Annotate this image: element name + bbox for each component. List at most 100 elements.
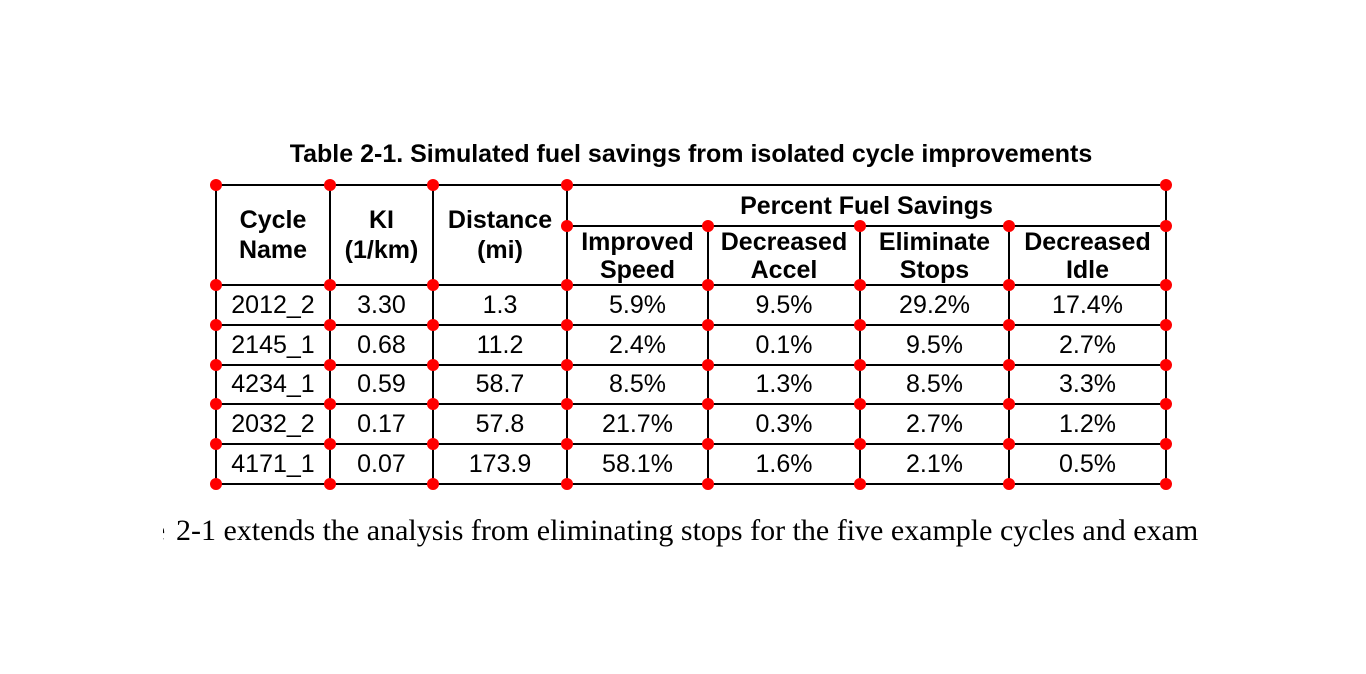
table-cell: 2.7% — [1059, 330, 1116, 359]
grid-intersection-dot — [854, 319, 866, 331]
grid-intersection-dot — [561, 438, 573, 450]
grid-intersection-dot — [1003, 438, 1015, 450]
grid-intersection-dot — [561, 279, 573, 291]
header-eliminate-stops: Eliminate Stops — [878, 227, 991, 284]
table-cell: 0.1% — [755, 330, 813, 359]
grid-intersection-dot — [1160, 438, 1172, 450]
table-cell: 29.2% — [899, 290, 970, 319]
grid-intersection-dot — [324, 279, 336, 291]
grid-intersection-dot — [702, 438, 714, 450]
table-grid-line — [215, 324, 1167, 326]
grid-intersection-dot — [854, 359, 866, 371]
grid-intersection-dot — [561, 319, 573, 331]
grid-intersection-dot — [561, 478, 573, 490]
header-decreased-idle: Decreased Idle — [1024, 227, 1151, 284]
table-grid-line — [215, 403, 1167, 405]
table-grid-line — [215, 184, 1167, 186]
header-improved-speed: Improved Speed — [581, 227, 694, 284]
table-cell: 0.3% — [755, 409, 813, 438]
table-cell: 1.2% — [1059, 409, 1116, 438]
table-grid-line — [215, 184, 217, 485]
table-cell: 21.7% — [602, 409, 673, 438]
grid-intersection-dot — [561, 359, 573, 371]
grid-intersection-dot — [210, 478, 222, 490]
table-cell: 3.30 — [357, 290, 406, 319]
table-cell: 9.5% — [906, 330, 963, 359]
grid-intersection-dot — [210, 279, 222, 291]
table-cell: 0.07 — [357, 449, 406, 478]
table-grid-line — [432, 184, 434, 485]
grid-intersection-dot — [1160, 220, 1172, 232]
grid-intersection-dot — [702, 319, 714, 331]
table-grid-line — [566, 184, 568, 485]
table-cell: 0.68 — [357, 330, 406, 359]
table-cell: 2145_1 — [231, 330, 315, 359]
table-cell: 5.9% — [609, 290, 666, 319]
grid-intersection-dot — [1003, 478, 1015, 490]
body-text: Table 2-1 extends the analysis from elimi… — [163, 512, 1198, 550]
grid-intersection-dot — [1160, 398, 1172, 410]
grid-intersection-dot — [324, 319, 336, 331]
table-cell: 9.5% — [755, 290, 813, 319]
grid-intersection-dot — [702, 220, 714, 232]
table-cell: 2012_2 — [231, 290, 315, 319]
grid-intersection-dot — [702, 279, 714, 291]
table-cell: 1.3% — [755, 370, 813, 398]
grid-intersection-dot — [854, 478, 866, 490]
grid-intersection-dot — [1003, 359, 1015, 371]
grid-intersection-dot — [1160, 359, 1172, 371]
grid-intersection-dot — [324, 398, 336, 410]
table-grid-line — [215, 284, 1167, 286]
table-cell: 0.5% — [1059, 449, 1116, 478]
header-percent-fuel-savings: Percent Fuel Savings — [740, 191, 993, 220]
grid-intersection-dot — [854, 398, 866, 410]
grid-intersection-dot — [702, 478, 714, 490]
clipped-word-fragment: Table — [163, 512, 167, 550]
grid-intersection-dot — [210, 179, 222, 191]
grid-intersection-dot — [1003, 319, 1015, 331]
table-cell: 11.2 — [476, 330, 524, 359]
grid-intersection-dot — [427, 279, 439, 291]
grid-intersection-dot — [210, 319, 222, 331]
grid-intersection-dot — [854, 279, 866, 291]
table-cell: 8.5% — [609, 370, 666, 398]
grid-intersection-dot — [854, 438, 866, 450]
table-cell: 2.7% — [906, 409, 963, 438]
table-cell: 58.1% — [602, 449, 673, 478]
table-grid-line — [1008, 225, 1010, 485]
header-ki: KI (1/km) — [344, 206, 419, 264]
table-cell: 8.5% — [906, 370, 963, 398]
grid-intersection-dot — [210, 398, 222, 410]
grid-intersection-dot — [324, 478, 336, 490]
grid-intersection-dot — [210, 438, 222, 450]
fuel-savings-table: Cycle Name KI (1/km) Distance (mi) Perce… — [210, 179, 1172, 490]
header-cycle-name: Cycle Name — [238, 206, 308, 264]
table-grid-line — [215, 364, 1167, 366]
table-cell: 4171_1 — [231, 449, 315, 478]
grid-intersection-dot — [1160, 279, 1172, 291]
paragraph-text: 2-1 extends the analysis from eliminatin… — [176, 514, 1199, 547]
table-grid-line — [215, 443, 1167, 445]
grid-intersection-dot — [702, 359, 714, 371]
grid-intersection-dot — [1003, 279, 1015, 291]
table-grid-line — [859, 225, 861, 485]
grid-intersection-dot — [427, 398, 439, 410]
table-grid-line — [215, 483, 1167, 485]
table-cell: 17.4% — [1052, 290, 1123, 319]
grid-intersection-dot — [324, 359, 336, 371]
header-distance: Distance (mi) — [447, 206, 553, 264]
grid-intersection-dot — [561, 220, 573, 232]
grid-intersection-dot — [324, 438, 336, 450]
table-grid-line — [707, 225, 709, 485]
table-caption: Table 2-1. Simulated fuel savings from i… — [289, 140, 1093, 168]
table-cell: 58.7 — [475, 370, 525, 398]
header-decreased-accel: Decreased Accel — [720, 227, 848, 284]
grid-intersection-dot — [324, 179, 336, 191]
grid-intersection-dot — [427, 438, 439, 450]
table-grid-line — [329, 184, 331, 485]
grid-intersection-dot — [1003, 398, 1015, 410]
grid-intersection-dot — [1160, 179, 1172, 191]
table-cell: 0.17 — [357, 409, 406, 438]
table-cell: 1.6% — [755, 449, 813, 478]
